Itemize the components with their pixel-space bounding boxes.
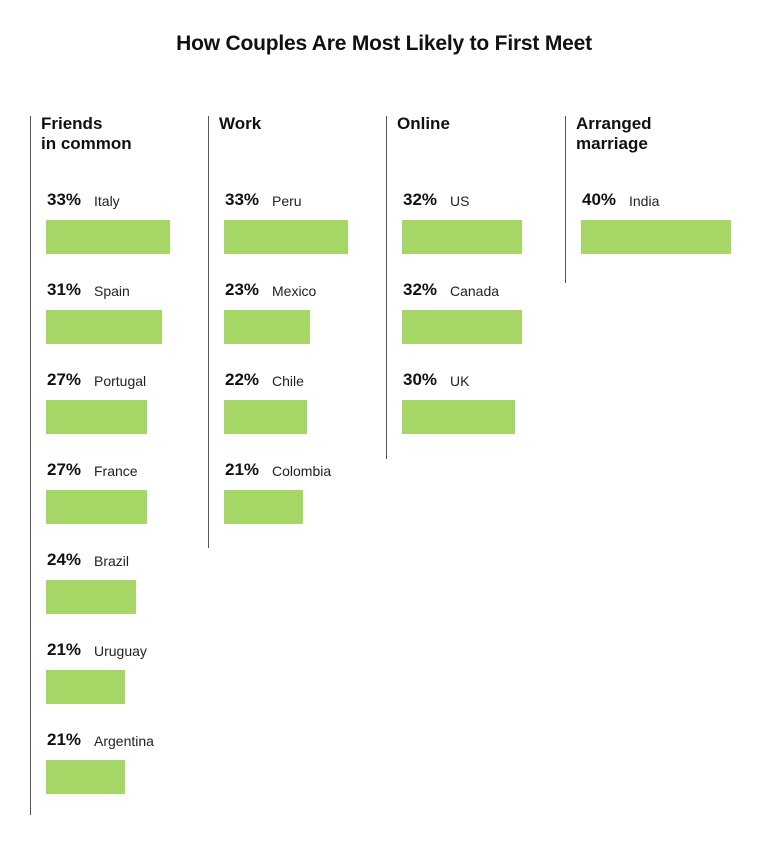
bar [224, 400, 307, 434]
column-heading: Work [219, 114, 262, 133]
value-label: 30% [403, 370, 438, 389]
country-label: Chile [272, 373, 304, 389]
column-heading: Arranged marriage [576, 114, 652, 153]
country-label: Uruguay [94, 643, 147, 659]
country-label: Argentina [94, 733, 154, 749]
column-divider [30, 116, 31, 815]
bar [46, 220, 170, 254]
value-label: 32% [403, 190, 438, 209]
column-heading: Friends in common [41, 114, 132, 153]
bar [46, 490, 147, 524]
country-label: Brazil [94, 553, 130, 569]
value-label: 32% [403, 280, 438, 299]
bar [46, 580, 136, 614]
column-divider [208, 116, 209, 548]
chart-title: How Couples Are Most Likely to First Mee… [176, 32, 592, 55]
country-label: Peru [272, 193, 302, 209]
bar [581, 220, 731, 254]
value-label: 31% [47, 280, 82, 299]
value-label: 23% [225, 280, 260, 299]
column-divider [565, 116, 566, 283]
bar [224, 220, 348, 254]
country-label: UK [450, 373, 470, 389]
country-label: Colombia [272, 463, 332, 479]
country-label: Spain [94, 283, 130, 299]
country-label: France [94, 463, 138, 479]
country-label: Portugal [94, 373, 147, 389]
country-label: Italy [94, 193, 120, 209]
bar [46, 760, 125, 794]
value-label: 21% [47, 730, 82, 749]
column-heading: Online [397, 114, 450, 133]
value-label: 24% [47, 550, 82, 569]
value-label: 33% [225, 190, 260, 209]
value-label: 40% [582, 190, 617, 209]
value-label: 22% [225, 370, 260, 389]
value-label: 33% [47, 190, 82, 209]
value-label: 27% [47, 460, 82, 479]
value-label: 27% [47, 370, 82, 389]
country-label: US [450, 193, 470, 209]
country-label: Canada [450, 283, 500, 299]
value-label: 21% [47, 640, 82, 659]
bar [46, 310, 162, 344]
bar [224, 490, 303, 524]
country-label: India [629, 193, 660, 209]
bar [402, 220, 522, 254]
bar [46, 400, 147, 434]
value-label: 21% [225, 460, 260, 479]
country-label: Mexico [272, 283, 317, 299]
bar [224, 310, 310, 344]
bar [402, 400, 515, 434]
column-divider [386, 116, 387, 459]
bar [46, 670, 125, 704]
bar [402, 310, 522, 344]
